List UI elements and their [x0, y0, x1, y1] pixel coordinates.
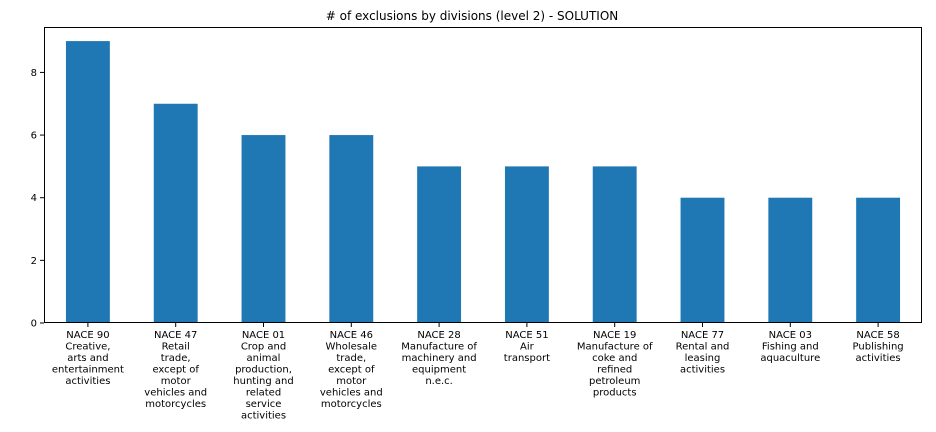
x-tick-label: NACE 51 Air transport: [504, 330, 550, 364]
x-tick-label-line: activities: [856, 353, 901, 364]
x-tick-label-line: leasing: [685, 353, 721, 364]
y-tick-label: 4: [31, 193, 37, 204]
bar: [65, 41, 110, 323]
y-tick-label: 6: [31, 131, 37, 142]
bar: [153, 103, 198, 323]
y-tick-label: 2: [31, 256, 37, 267]
x-tick-label-line: machinery and: [402, 353, 477, 364]
y-axis: 0 2 4 6 8: [31, 68, 44, 330]
x-tick-label-line: Wholesale: [326, 342, 378, 353]
x-tick-label-line: Rental and: [676, 342, 730, 353]
bar: [241, 135, 286, 323]
x-tick-label-line: arts and: [67, 353, 108, 364]
bar: [329, 135, 374, 323]
x-tick-label-line: NACE 19: [593, 330, 636, 341]
x-tick-label-line: NACE 01: [242, 330, 285, 341]
x-tick-label-line: motorcycles: [321, 399, 382, 410]
x-tick-label-line: Publishing: [853, 342, 904, 353]
x-tick-label-line: Retail: [162, 342, 190, 353]
x-tick-label-line: service: [246, 399, 282, 410]
x-tick-label-line: Air: [520, 342, 535, 353]
x-tick-label-line: motor: [336, 376, 367, 387]
x-axis: NACE 90 Creative, arts and entertainment act…: [52, 323, 904, 422]
x-tick-label-line: Crop and: [241, 342, 286, 353]
x-tick-label: NACE 47 Retail trade, except of motor vehicle…: [144, 330, 207, 410]
x-tick-label: NACE 77 Rental and leasing activities: [676, 330, 730, 376]
x-tick-label: NACE 90 Creative, arts and entertainment act…: [52, 330, 124, 387]
x-tick-label-line: Manufacture of: [401, 342, 477, 353]
x-tick-label: NACE 19 Manufacture of coke and refined petr…: [577, 330, 653, 399]
x-tick-label-line: activities: [241, 411, 286, 422]
x-tick-label-line: equipment: [412, 365, 466, 376]
x-tick-label-line: related: [246, 388, 281, 399]
x-tick-label-line: Manufacture of: [577, 342, 653, 353]
x-tick-label-line: NACE 03: [769, 330, 812, 341]
x-tick-label-line: entertainment: [52, 365, 124, 376]
x-tick-label-line: activities: [680, 365, 725, 376]
x-tick-label-line: n.e.c.: [425, 376, 453, 387]
x-tick-label: NACE 58 Publishing activities: [853, 330, 904, 364]
x-tick-label-line: except of: [328, 365, 375, 376]
x-tick-label-line: refined: [597, 365, 632, 376]
x-tick-label: NACE 46 Wholesale trade, except of motor vehi…: [320, 330, 383, 410]
bar: [856, 197, 901, 323]
bar: [417, 166, 462, 323]
x-tick-label-line: NACE 46: [330, 330, 373, 341]
x-tick-label-line: animal: [247, 353, 281, 364]
x-tick-label-line: NACE 77: [681, 330, 724, 341]
x-tick-label-line: except of: [152, 365, 199, 376]
x-tick-label-line: activities: [65, 376, 110, 387]
x-tick-label-line: petroleum: [589, 376, 640, 387]
x-tick-label: NACE 28 Manufacture of machinery and equipm…: [401, 330, 477, 387]
x-tick-label-line: production,: [235, 365, 292, 376]
bar: [504, 166, 549, 323]
x-tick-label-line: NACE 47: [154, 330, 197, 341]
x-tick-label-line: NACE 90: [66, 330, 109, 341]
bar: [592, 166, 637, 323]
x-tick-label-line: NACE 51: [505, 330, 548, 341]
x-tick-label-line: vehicles and: [320, 388, 383, 399]
x-tick-label-line: Creative,: [65, 342, 110, 353]
x-tick-label-line: NACE 58: [856, 330, 899, 341]
x-tick-label-line: trade,: [161, 353, 191, 364]
x-tick-label-line: trade,: [336, 353, 366, 364]
bar: [768, 197, 813, 323]
x-tick-label-line: Fishing and: [762, 342, 819, 353]
bars-group: [65, 41, 901, 323]
x-tick-label-line: transport: [504, 353, 550, 364]
x-tick-label: NACE 03 Fishing and aquaculture: [760, 330, 820, 364]
bar: [680, 197, 725, 323]
chart-title: # of exclusions by divisions (level 2) -…: [326, 9, 619, 23]
x-tick-label: NACE 01 Crop and animal production, hunting …: [233, 330, 293, 422]
y-tick-label: 0: [31, 319, 37, 330]
x-tick-label-line: aquaculture: [760, 353, 820, 364]
x-tick-label-line: motorcycles: [145, 399, 206, 410]
x-tick-label-line: coke and: [592, 353, 637, 364]
x-tick-label-line: motor: [161, 376, 192, 387]
x-tick-label-line: NACE 28: [417, 330, 460, 341]
x-tick-label-line: products: [593, 388, 637, 399]
plot-frame: [44, 27, 922, 323]
y-tick-label: 8: [31, 68, 37, 79]
x-tick-label-line: vehicles and: [144, 388, 207, 399]
x-tick-label-line: hunting and: [233, 376, 293, 387]
